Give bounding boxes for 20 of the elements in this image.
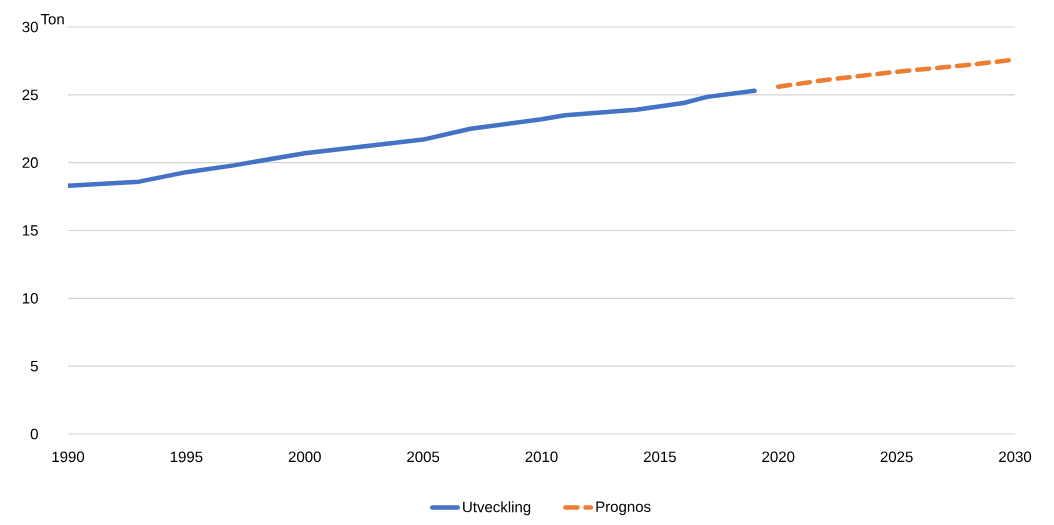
x-tick-label: 2025 [880, 451, 913, 463]
x-tick-label: 2010 [525, 451, 558, 463]
legend-label: Utveckling [463, 501, 531, 516]
x-tick-label: 2030 [999, 451, 1032, 463]
line-series [68, 88, 757, 188]
y-tick-label: 0 [30, 428, 38, 440]
x-tick-label: 2015 [643, 451, 676, 463]
y-tick-label: 30 [22, 21, 38, 33]
x-tick-label: 2005 [407, 451, 440, 463]
y-axis-title: Ton [40, 14, 64, 25]
x-tick-label: 2000 [288, 451, 321, 463]
y-tick-label: 5 [30, 360, 38, 372]
x-tick-label: 2020 [762, 451, 795, 463]
x-tick-label: 1990 [52, 451, 85, 463]
y-tick-label: 25 [22, 89, 38, 101]
y-tick-label: 15 [22, 225, 38, 236]
y-tick-label: 20 [22, 157, 38, 168]
y-tick-label: 10 [22, 293, 38, 304]
x-tick-label: 1995 [170, 451, 203, 463]
legend-label: Prognos [596, 501, 651, 515]
